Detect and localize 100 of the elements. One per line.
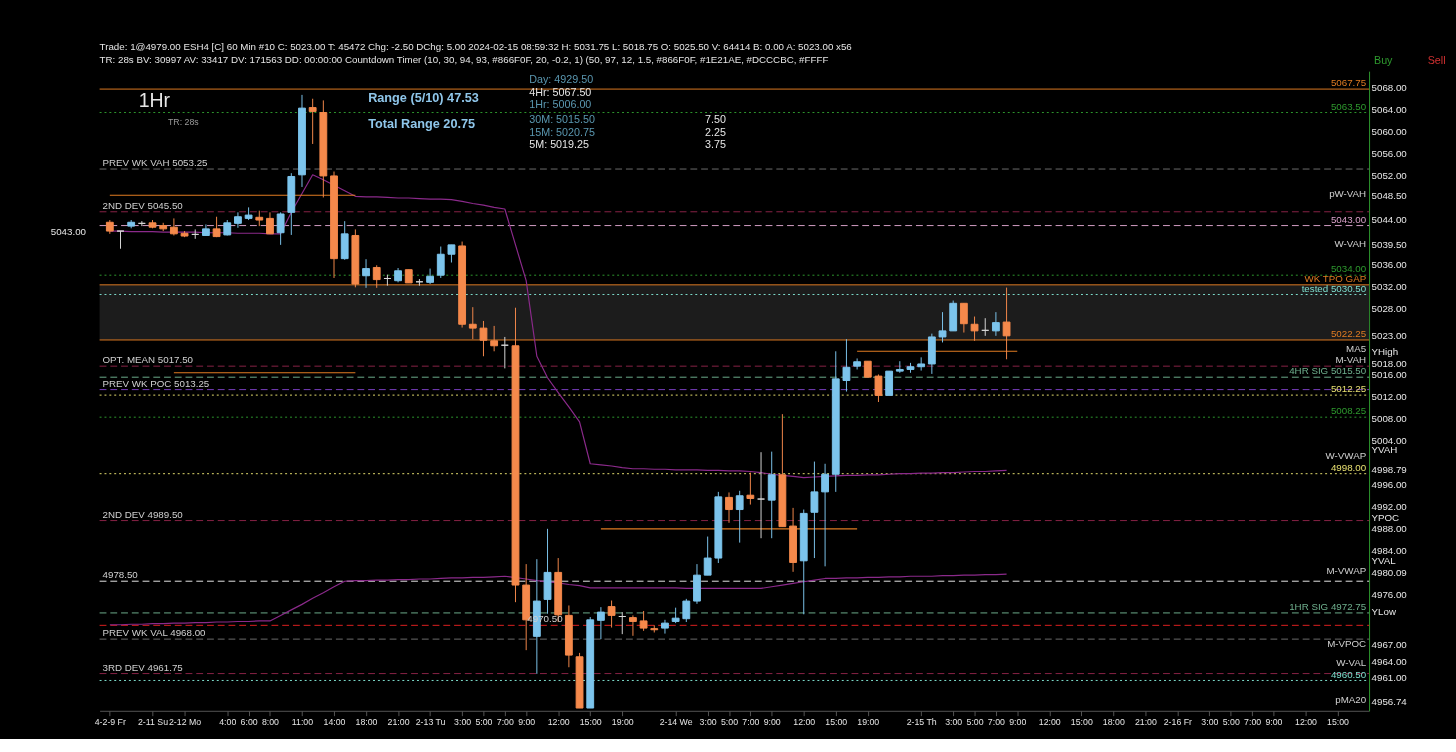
x-tick-label: 18:00 — [1102, 716, 1125, 727]
x-tick-label: 18:00 — [355, 716, 378, 727]
candlestick — [746, 472, 755, 506]
candlestick — [362, 258, 370, 289]
annotation: M-VAH — [1335, 354, 1367, 366]
x-tick-label: 6:00 — [240, 716, 258, 727]
candlestick — [607, 600, 616, 629]
y-tick-label: 5016.00 — [1371, 368, 1408, 380]
ref-line-label: 4960.50 — [1330, 668, 1367, 680]
y-tick-label: 5008.00 — [1371, 412, 1408, 424]
candlestick — [468, 306, 477, 340]
annotation: OPT. MEAN 5017.50 — [102, 354, 194, 366]
annotation: 4978.50 — [102, 569, 139, 581]
y-tick-label: 4998.79 — [1371, 463, 1407, 475]
ref-line-label: 5067.75 — [1330, 77, 1367, 89]
y-tick-label: 5028.00 — [1371, 302, 1408, 314]
ref-line-label: 4998.00 — [1330, 461, 1367, 473]
y-tick-label: 5018.00 — [1371, 357, 1408, 369]
annotation: M-VWAP — [1326, 565, 1367, 577]
y-tick-label: 4996.00 — [1371, 479, 1408, 491]
x-tick-label: 11:00 — [291, 716, 314, 727]
candlestick — [629, 614, 637, 637]
candlestick — [938, 311, 947, 343]
x-tick-label: 12:00 — [793, 716, 816, 727]
y-tick-label: 4976.00 — [1371, 589, 1408, 601]
y-tick-label: 5023.00 — [1371, 330, 1408, 342]
x-tick-label: 19:00 — [857, 716, 880, 727]
annotation: 2.25 — [705, 125, 726, 138]
candlestick — [1002, 287, 1011, 360]
ref-line-label: WK TPO GAP — [1304, 272, 1367, 284]
x-tick-label: 2-14 We — [659, 716, 693, 727]
ref-line-label: 5012.25 — [1330, 383, 1367, 395]
y-tick-label: 5060.00 — [1371, 126, 1408, 138]
x-tick-label: 9:00 — [1265, 716, 1283, 727]
candlestick — [169, 217, 178, 236]
y-tick-label: YPOC — [1371, 512, 1400, 524]
x-tick-label: 3:00 — [945, 716, 963, 727]
annotation: MA5 — [1346, 343, 1367, 355]
annotation: 4Hr: 5067.50 — [529, 85, 592, 98]
y-tick-label: 5048.50 — [1371, 189, 1408, 201]
x-tick-label: 7:00 — [742, 716, 760, 727]
candlestick — [661, 619, 669, 635]
y-tick-label: 5052.00 — [1371, 170, 1408, 182]
text: 5043.00 — [50, 226, 87, 238]
ref-line-label: 5008.25 — [1330, 405, 1367, 417]
annotation: Total Range 20.75 — [368, 116, 476, 131]
x-tick-label: 12:00 — [547, 716, 570, 727]
x-tick-label: 3:00 — [1201, 716, 1219, 727]
y-tick-label: 5056.00 — [1371, 148, 1408, 160]
ref-line-label: 4HR SIG 5015.50 — [1289, 365, 1367, 377]
y-tick-label: 4980.09 — [1371, 566, 1407, 578]
annotation: PREV WK VAH 5053.25 — [102, 157, 209, 169]
x-tick-label: 5:00 — [475, 716, 493, 727]
candlestick — [703, 536, 712, 576]
candlestick — [490, 325, 499, 352]
x-tick-label: 2-13 Tu — [415, 716, 446, 727]
annotation: W-VAH — [1334, 237, 1367, 249]
x-tick-label: 7:00 — [1244, 716, 1262, 727]
annotation: 1Hr: 5006.00 — [529, 98, 592, 111]
x-tick-label: 5:00 — [720, 716, 739, 727]
candlestick — [276, 211, 285, 246]
x-tick-label: 15:00 — [1327, 716, 1350, 727]
annotation: PREV WK POC 5013.25 — [102, 377, 210, 389]
annotation: TR: 28s — [167, 116, 200, 127]
x-tick-label: 21:00 — [387, 716, 410, 727]
x-tick-label: 7:00 — [987, 716, 1006, 727]
ref-line-label: 5043.00 — [1330, 213, 1367, 225]
annotation: PREV WK VAL 4968.00 — [102, 627, 207, 639]
annotation: Range (5/10) 47.53 — [368, 91, 479, 106]
y-tick-label: 4984.00 — [1371, 545, 1408, 557]
annotation: 2ND DEV 5045.50 — [102, 199, 184, 211]
x-tick-label: 12:00 — [1038, 716, 1061, 727]
y-tick-label: 4992.00 — [1371, 501, 1408, 513]
y-tick-label: YHigh — [1371, 345, 1399, 357]
x-tick-label: 19:00 — [611, 716, 634, 727]
candlestick — [725, 491, 733, 524]
candlestick — [735, 490, 744, 544]
candlestick — [596, 606, 605, 640]
y-tick-label: 5036.00 — [1371, 258, 1408, 270]
candlestick — [682, 598, 691, 623]
x-tick-label: 3:00 — [699, 716, 717, 727]
text: 1Hr — [138, 89, 171, 112]
y-tick-label: 4961.00 — [1371, 672, 1408, 684]
x-tick-label: 14:00 — [323, 716, 346, 727]
y-tick-label: 5012.00 — [1371, 390, 1408, 402]
y-tick-label: 5004.00 — [1371, 435, 1408, 447]
x-tick-label: 15:00 — [579, 716, 602, 727]
x-tick-label: 9:00 — [1009, 716, 1027, 727]
x-tick-label: 2-15 Th — [906, 716, 937, 727]
annotation: 3RD DEV 4961.75 — [102, 661, 184, 673]
text: TR: 28s BV: 30997 AV: 33417 DV: 171563 DD: 00:00:00 Countdown Timer (10, 30, 94, 93, #866F0F, 20, -0.2, 1) (50, 97, 12, 1.5, #866F0F, #1E21AE, #DCCCBC, #FFFF — [99, 54, 829, 66]
annotation: 30M: 5015.50 — [529, 112, 595, 125]
candlestick — [266, 211, 274, 235]
y-tick-label: 4967.00 — [1371, 639, 1408, 651]
y-tick-label: YVAL — [1371, 555, 1397, 567]
y-tick-label: 5039.50 — [1371, 239, 1408, 251]
annotation: pMA20 — [1335, 694, 1367, 706]
y-tick-label: 5032.00 — [1371, 280, 1408, 292]
annotation: 5M: 5019.25 — [529, 138, 589, 151]
x-tick-label: 2-12 Mo — [168, 716, 202, 727]
